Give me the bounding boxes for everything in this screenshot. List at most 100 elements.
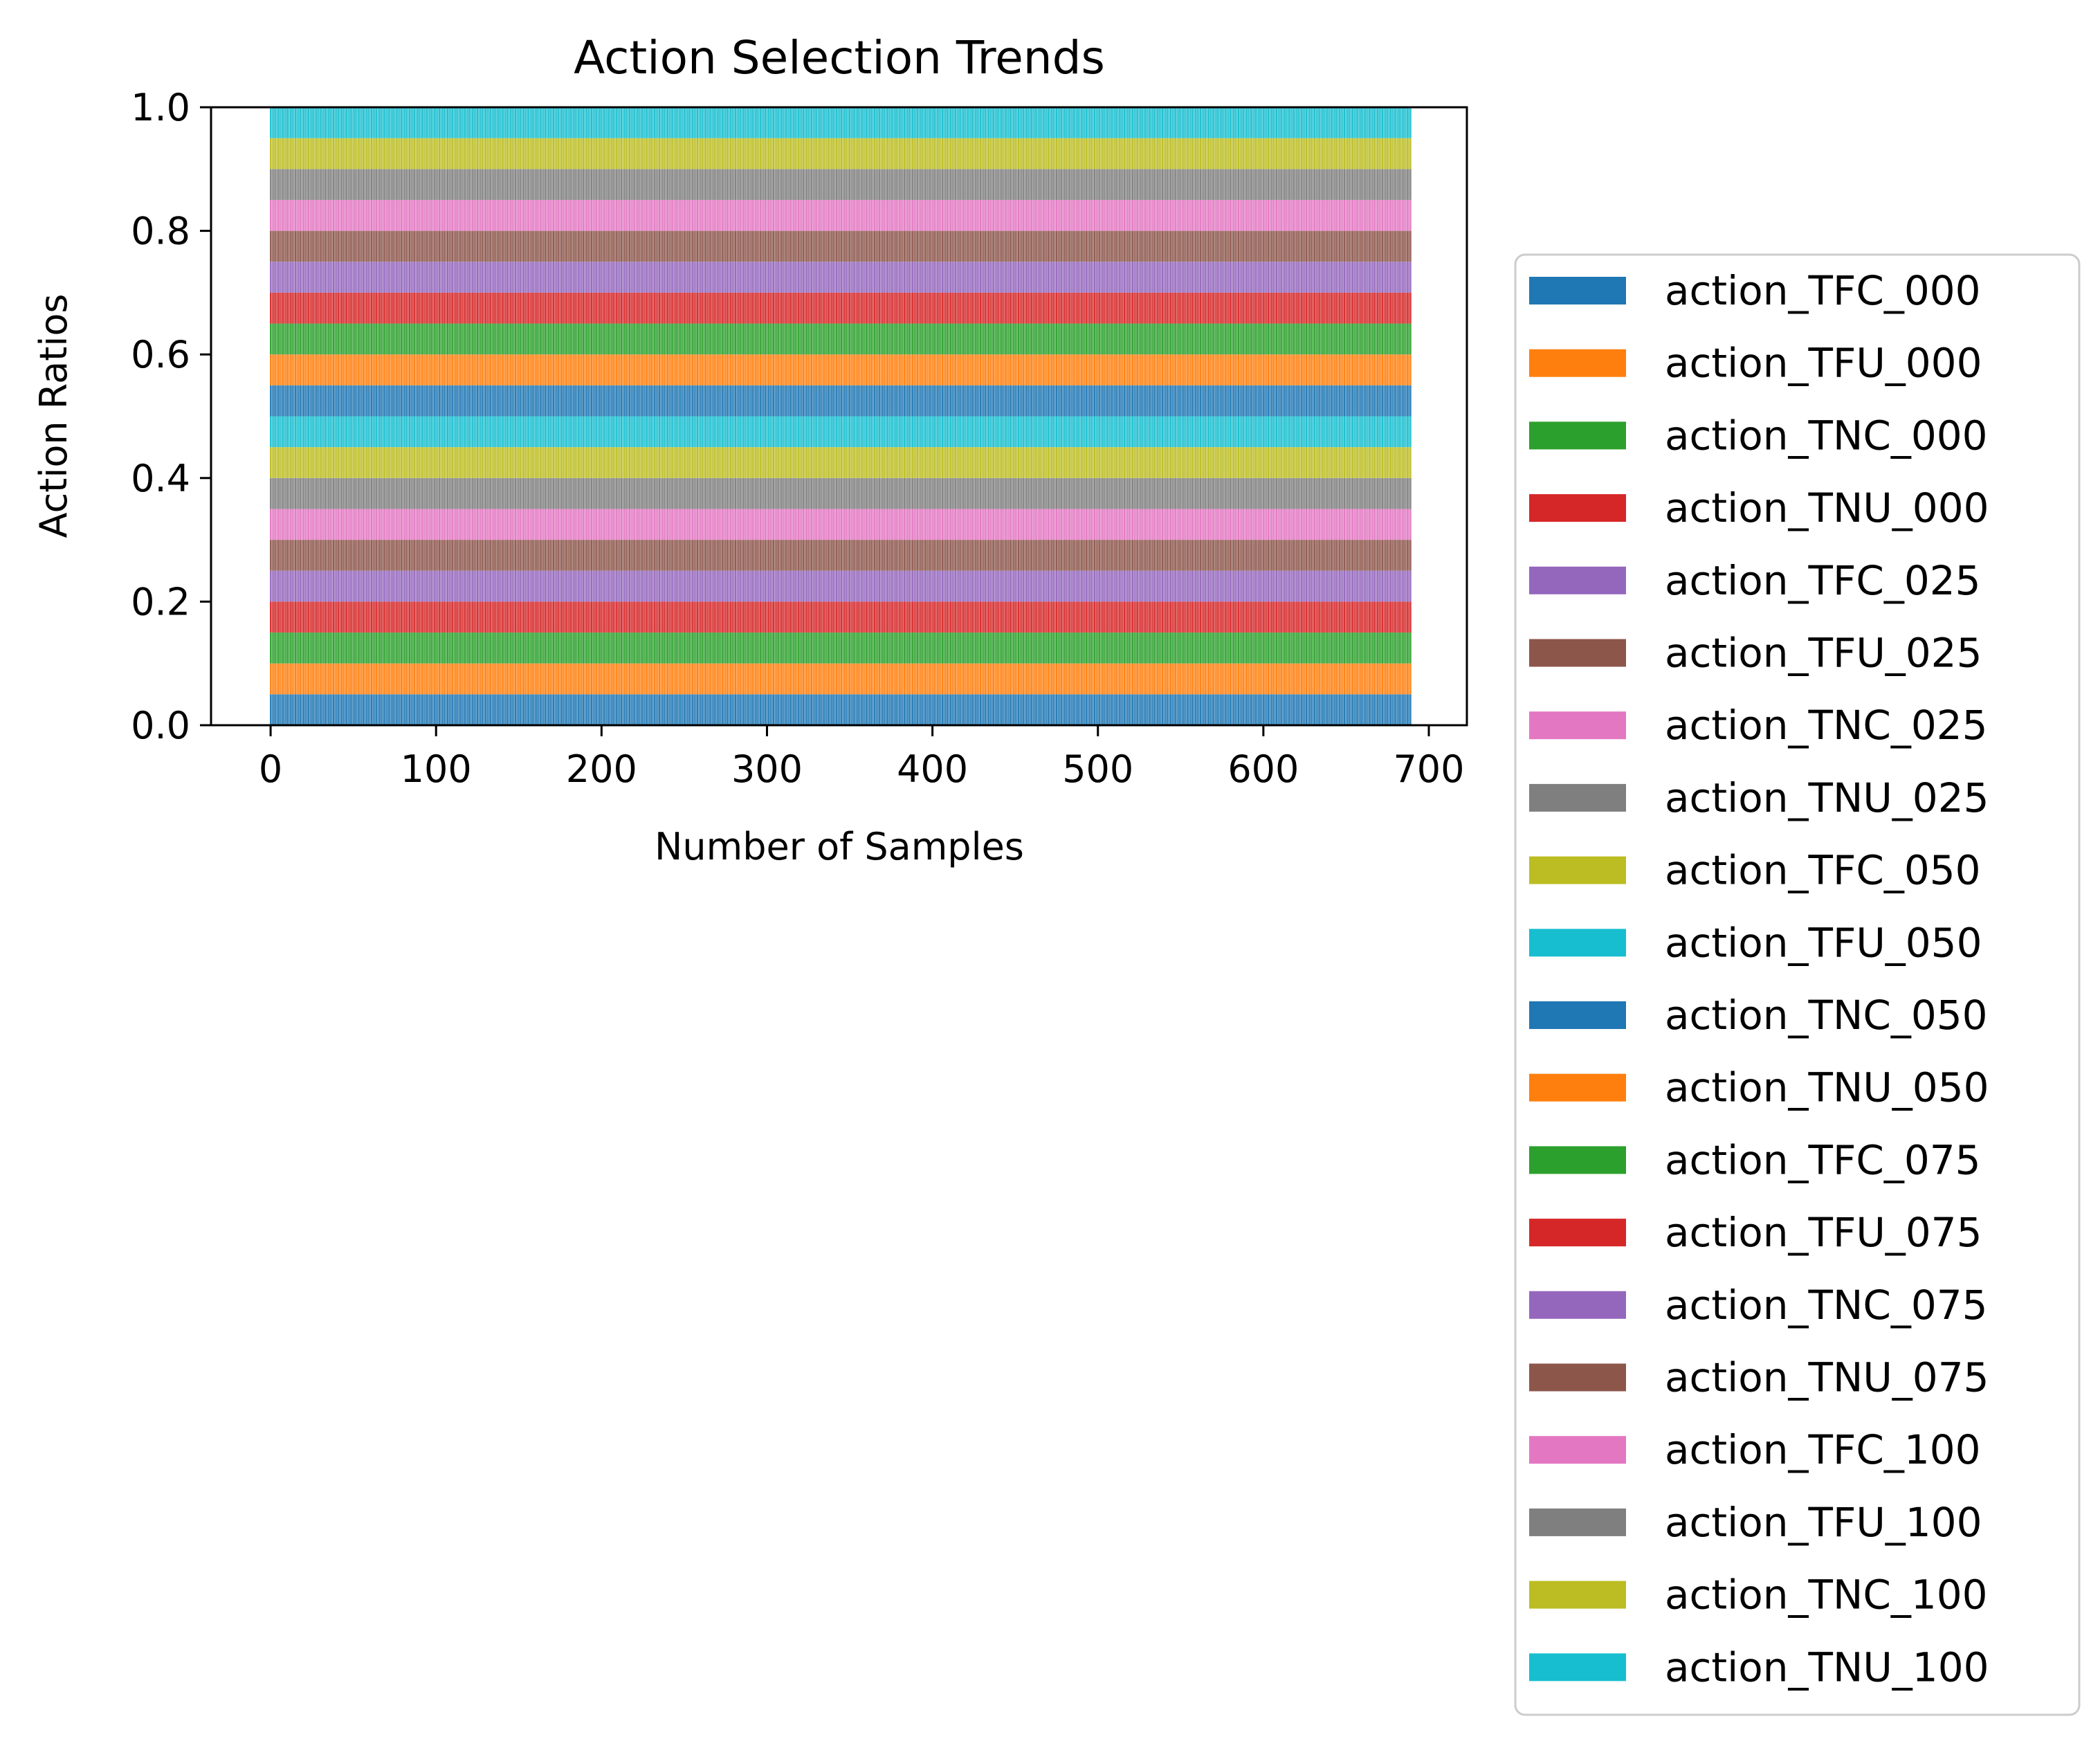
bar-segment (360, 694, 363, 725)
bar-segment (504, 601, 506, 633)
bar-segment (1143, 601, 1145, 633)
bar-segment (902, 694, 904, 725)
bar-segment (1208, 632, 1209, 664)
bar-segment (1327, 601, 1329, 633)
bar-segment (759, 632, 761, 664)
bar-segment (805, 570, 807, 602)
bar-segment (360, 570, 363, 602)
bar-segment (270, 477, 272, 509)
bar-segment (518, 694, 520, 725)
bar-segment (309, 694, 311, 725)
bar-segment (1223, 540, 1225, 571)
bar-segment (452, 540, 454, 571)
bar-segment (372, 601, 374, 633)
bar-segment (1241, 694, 1243, 725)
bar-segment (720, 632, 722, 664)
bar-segment (1311, 570, 1313, 602)
bar-segment (321, 509, 323, 540)
bar-segment (435, 477, 437, 509)
bar-segment (1056, 694, 1057, 725)
bar-segment (465, 477, 467, 509)
bar-segment (640, 694, 642, 725)
bar-segment (477, 477, 478, 509)
bar-segment (554, 663, 556, 695)
bar-segment (677, 570, 679, 602)
bar-segment (1299, 570, 1301, 602)
bar-segment (906, 509, 909, 540)
bar-segment (1276, 694, 1277, 725)
bar-segment (1302, 509, 1304, 540)
bar-segment (364, 601, 366, 633)
bar-segment (951, 663, 953, 695)
bar-segment (867, 570, 869, 602)
bar-segment (1295, 509, 1297, 540)
bar-segment (1251, 509, 1253, 540)
bar-segment (1230, 540, 1231, 571)
bar-segment (743, 632, 745, 664)
bar-segment (1048, 509, 1049, 540)
bar-segment (1133, 632, 1135, 664)
bar-segment (612, 509, 614, 540)
bar-segment (1080, 632, 1082, 664)
bar-segment (695, 601, 697, 633)
bar-segment (385, 632, 387, 664)
bar-segment (1201, 570, 1203, 602)
bar-segment (996, 509, 998, 540)
bar-segment (1117, 570, 1119, 602)
bar-segment (1307, 509, 1309, 540)
bar-segment (1200, 540, 1201, 571)
bar-segment (849, 540, 850, 571)
bar-segment (1041, 570, 1043, 602)
bar-segment (1324, 570, 1326, 602)
bar-segment (710, 570, 712, 602)
bar-segment (786, 601, 788, 633)
bar-segment (596, 601, 598, 633)
bar-segment (402, 509, 404, 540)
bar-segment (1145, 570, 1147, 602)
bar-segment (453, 477, 455, 509)
bar-segment (1007, 570, 1010, 602)
bar-segment (653, 509, 655, 540)
bar-segment (1129, 601, 1131, 633)
bar-segment (583, 601, 584, 633)
bar-segment (870, 509, 873, 540)
bar-segment (897, 663, 899, 695)
bar-segment (309, 663, 311, 695)
bar-segment (322, 663, 325, 695)
bar-segment (976, 540, 978, 571)
bar-segment (1090, 540, 1093, 571)
bar-segment (1277, 632, 1279, 664)
bar-segment (1145, 601, 1147, 633)
bar-segment (680, 601, 682, 633)
bar-segment (630, 632, 632, 664)
bar-segment (657, 694, 659, 725)
bar-segment (1120, 570, 1122, 602)
bar-segment (741, 540, 743, 571)
bar-segment (1072, 540, 1074, 571)
bar-segment (623, 601, 626, 633)
bar-segment (948, 663, 950, 695)
bar-segment (457, 663, 459, 695)
bar-segment (322, 540, 325, 571)
bar-segment (1335, 601, 1337, 633)
bar-segment (486, 570, 489, 602)
bar-segment (974, 632, 976, 664)
bar-segment (612, 694, 614, 725)
bar-segment (1050, 663, 1052, 695)
bar-segment (329, 694, 331, 725)
bar-segment (655, 663, 657, 695)
bar-segment (973, 694, 975, 725)
bar-segment (1340, 632, 1342, 664)
bar-segment (615, 663, 617, 695)
bar-segment (643, 694, 646, 725)
bar-segment (1006, 570, 1008, 602)
bar-segment (1138, 694, 1140, 725)
bar-segment (1057, 601, 1059, 633)
bar-segment (1302, 540, 1304, 571)
bar-segment (1254, 694, 1256, 725)
bar-segment (999, 509, 1001, 540)
bar-segment (524, 570, 527, 602)
bar-segment (841, 694, 843, 725)
bar-segment (664, 632, 666, 664)
bar-segment (1023, 663, 1025, 695)
